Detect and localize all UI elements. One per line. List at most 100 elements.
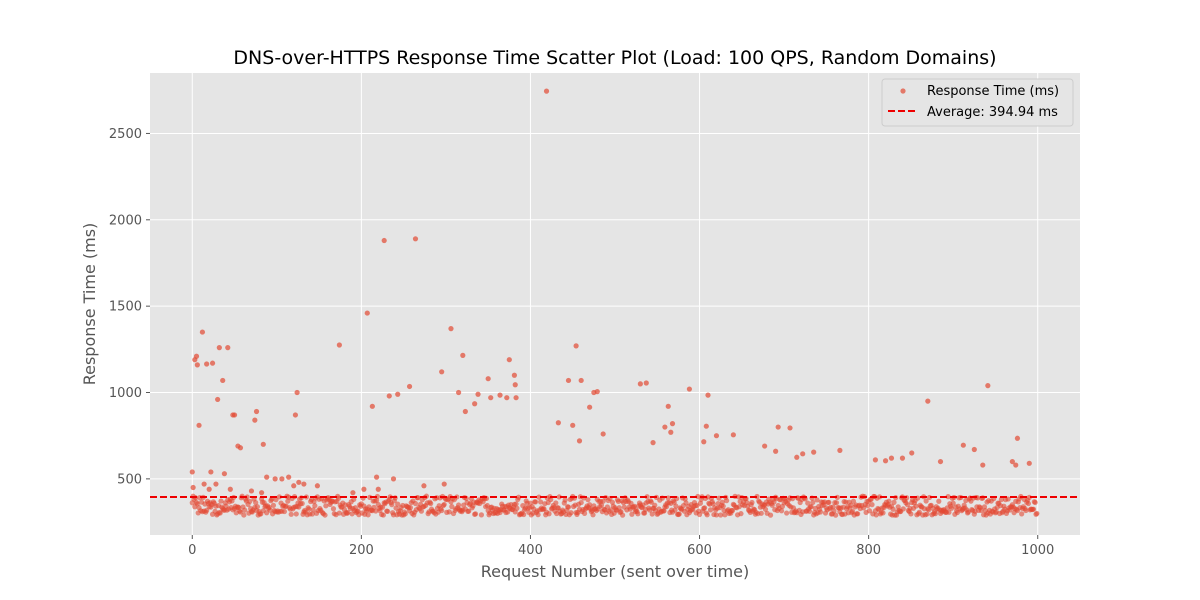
data-point: [826, 499, 832, 505]
data-point: [767, 512, 774, 518]
data-point: [455, 389, 462, 396]
data-point: [890, 506, 896, 512]
data-point: [285, 498, 291, 504]
data-point: [412, 236, 419, 242]
data-point: [578, 499, 584, 506]
data-point: [891, 499, 897, 505]
data-point: [241, 512, 247, 518]
data-point: [330, 506, 337, 512]
data-point: [1026, 460, 1032, 466]
data-point: [455, 502, 462, 508]
data-point: [1013, 462, 1019, 468]
data-point: [877, 494, 883, 500]
data-point: [749, 499, 755, 506]
data-point: [719, 499, 725, 505]
y-axis-label: Response Time (ms): [80, 223, 99, 386]
data-point: [220, 377, 226, 384]
data-point: [850, 498, 857, 504]
data-point: [237, 445, 244, 451]
data-point: [309, 511, 315, 517]
data-point: [296, 479, 302, 485]
data-point: [390, 476, 397, 482]
data-point: [686, 386, 693, 392]
data-point: [703, 423, 709, 429]
data-point: [254, 504, 260, 510]
data-point: [472, 401, 478, 407]
data-point: [937, 458, 944, 465]
data-point: [199, 329, 206, 335]
data-point: [594, 389, 600, 395]
data-point: [814, 497, 820, 503]
data-point: [516, 494, 522, 500]
x-tick-label: 400: [518, 543, 543, 558]
x-axis-label: Request Number (sent over time): [481, 562, 750, 581]
data-point: [707, 507, 714, 513]
data-point: [299, 500, 305, 507]
data-point: [880, 510, 886, 516]
data-point: [886, 498, 892, 504]
data-point: [272, 476, 278, 482]
data-point: [379, 504, 386, 510]
data-point: [361, 486, 367, 492]
data-point: [784, 510, 790, 516]
data-point: [208, 469, 214, 475]
data-point: [924, 511, 930, 517]
data-point: [720, 503, 726, 509]
data-point: [1023, 507, 1029, 514]
data-point: [281, 508, 288, 515]
data-point: [345, 509, 351, 516]
data-point: [336, 342, 342, 348]
data-point: [538, 499, 544, 505]
data-point: [418, 508, 424, 514]
data-point: [478, 512, 485, 518]
data-point: [221, 471, 227, 477]
data-point: [808, 504, 814, 510]
data-point: [439, 369, 445, 375]
plot-area: [150, 73, 1080, 535]
data-point: [1009, 458, 1015, 465]
data-point: [460, 352, 466, 358]
data-point: [590, 512, 596, 518]
data-point: [513, 395, 519, 401]
data-point: [637, 381, 643, 387]
data-point: [1032, 499, 1038, 506]
gridlines: [150, 73, 1080, 535]
x-tick-label: 600: [687, 543, 712, 558]
data-point: [227, 486, 233, 492]
data-point: [971, 446, 977, 453]
data-point: [900, 506, 906, 512]
data-point: [724, 498, 730, 504]
data-point: [833, 500, 840, 506]
data-point: [513, 501, 519, 507]
data-point: [775, 424, 781, 430]
data-point: [535, 512, 541, 518]
data-point: [412, 500, 419, 507]
data-point: [806, 508, 813, 514]
data-point: [369, 403, 375, 409]
chart-title: DNS-over-HTTPS Response Time Scatter Plo…: [233, 47, 996, 69]
data-point: [701, 439, 707, 445]
data-point: [830, 504, 836, 510]
data-point: [608, 507, 614, 513]
data-point: [485, 376, 491, 382]
data-point: [773, 448, 779, 454]
data-point: [570, 422, 576, 428]
legend-box: [881, 78, 1074, 127]
data-point: [293, 511, 299, 517]
data-point: [402, 511, 408, 517]
data-point: [978, 507, 984, 513]
data-point: [960, 442, 966, 448]
x-tick-label: 200: [349, 543, 374, 558]
data-point: [665, 403, 671, 409]
data-point: [730, 432, 736, 438]
data-point: [1034, 510, 1040, 517]
data-point: [872, 457, 879, 463]
data-point: [194, 362, 200, 368]
data-point: [380, 512, 386, 518]
data-point: [662, 424, 668, 430]
data-point: [446, 509, 452, 515]
data-point: [350, 490, 356, 496]
data-point: [322, 512, 328, 518]
data-point: [335, 495, 342, 501]
data-point: [643, 380, 649, 386]
